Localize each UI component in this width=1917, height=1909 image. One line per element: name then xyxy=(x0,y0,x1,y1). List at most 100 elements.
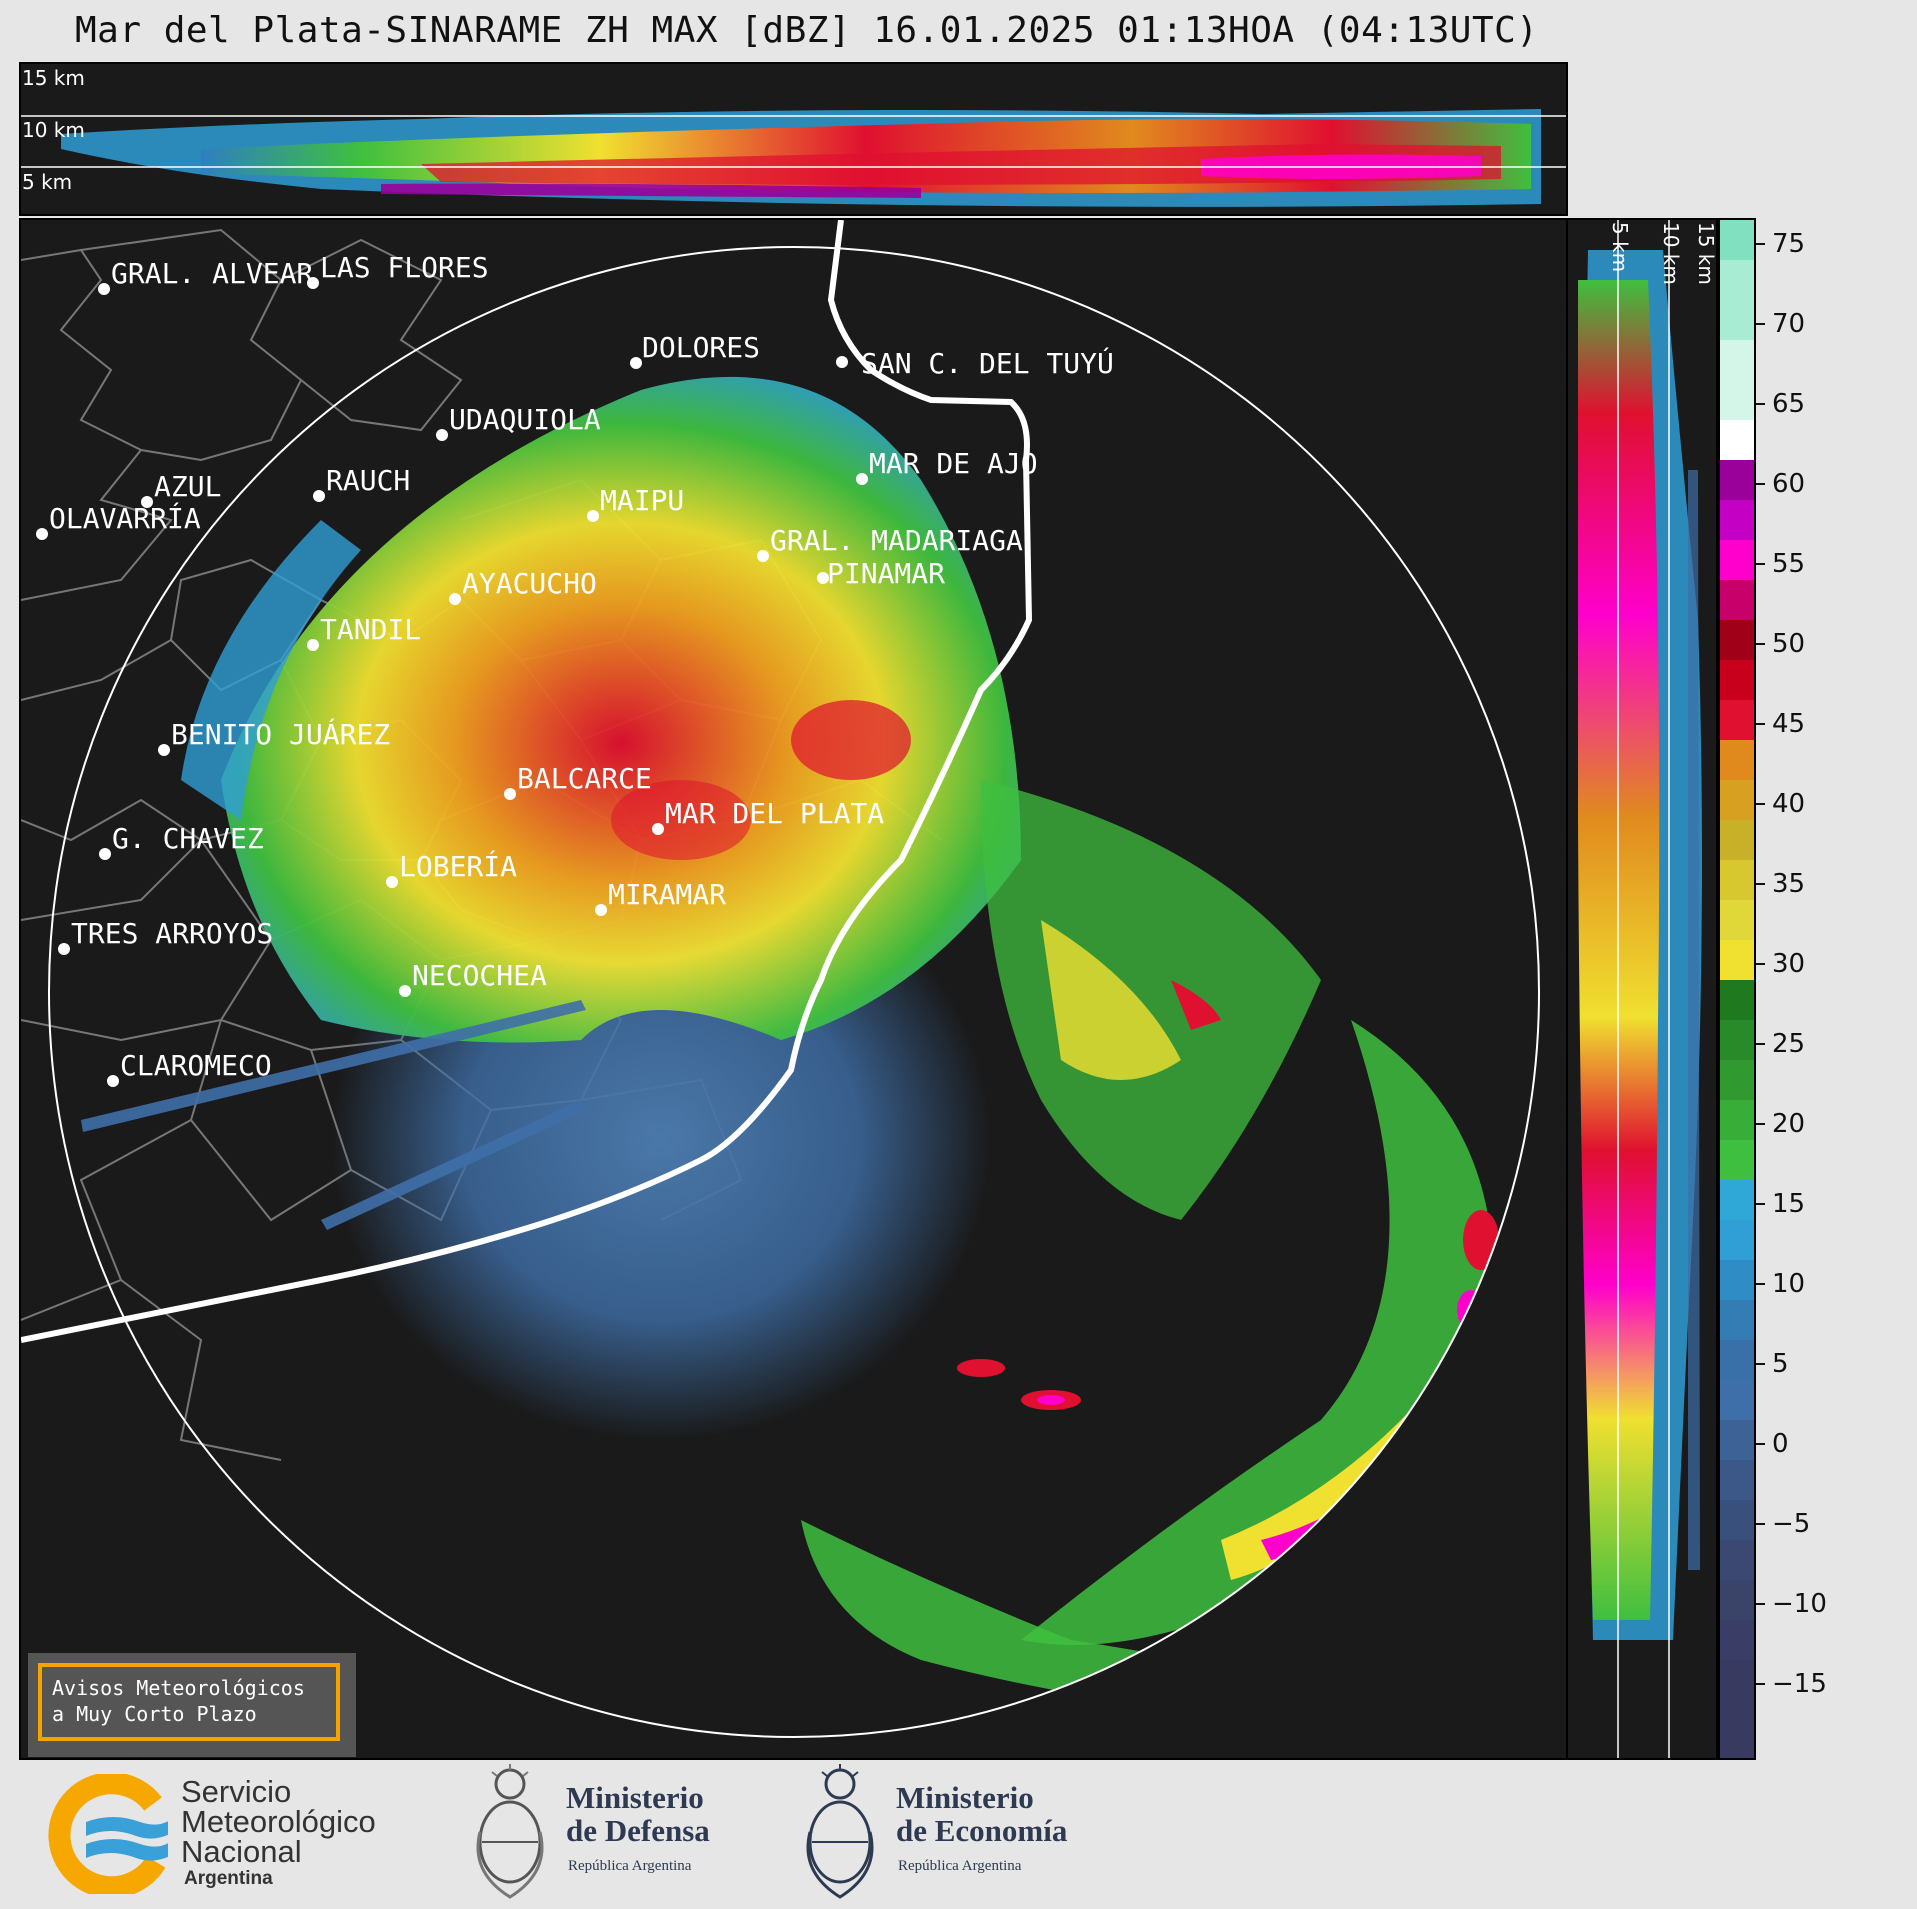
side-alt-label-10: 10 km xyxy=(1659,222,1683,285)
city-dot xyxy=(58,943,70,955)
colorbar-scale xyxy=(1720,220,1754,1758)
side-alt-label-5: 5 km xyxy=(1608,222,1632,273)
top-cross-section-panel: 15 km 10 km 5 km xyxy=(19,62,1568,216)
city-label: TRES ARROYOS xyxy=(71,917,274,950)
city-label: LAS FLORES xyxy=(320,251,489,284)
city-dot xyxy=(504,788,516,800)
city-label: AZUL xyxy=(154,470,222,503)
colorbar-tick: 65 xyxy=(1756,389,1816,419)
side-cross-section-echo xyxy=(1578,220,1702,1758)
smn-line-3: Nacional xyxy=(181,1834,302,1869)
city-label: CLAROMECO xyxy=(120,1049,272,1082)
defensa-line-2: de Defensa xyxy=(566,1813,710,1848)
city-label: NECOCHEA xyxy=(412,959,547,992)
city-dot xyxy=(36,528,48,540)
colorbar-tick: 35 xyxy=(1756,869,1816,899)
city-label: GRAL. ALVEAR xyxy=(111,257,314,290)
smn-line-1: Servicio xyxy=(181,1774,292,1809)
economia-line-1: Ministerio xyxy=(896,1780,1034,1815)
city-dot xyxy=(313,490,325,502)
city-label: GRAL. MADARIAGA xyxy=(770,524,1023,557)
city-label: SAN C. DEL TUYÚ xyxy=(861,347,1114,380)
city-dot xyxy=(436,429,448,441)
city-label: RAUCH xyxy=(326,464,411,497)
city-label: AYACUCHO xyxy=(462,567,597,600)
colorbar-tick: 50 xyxy=(1756,629,1816,659)
dbz-colorbar xyxy=(1718,218,1756,1760)
smn-logo-icon xyxy=(48,1774,168,1894)
top-alt-label-5: 5 km xyxy=(22,170,73,194)
city-label: LOBERÍA xyxy=(399,850,518,883)
city-label: TANDIL xyxy=(320,613,422,646)
coastline xyxy=(21,220,1033,1343)
alert-line-2: a Muy Corto Plazo xyxy=(52,1702,257,1726)
colorbar-tick: 75 xyxy=(1756,229,1816,259)
city-dot xyxy=(587,510,599,522)
colorbar-tick: 45 xyxy=(1756,709,1816,739)
city-dot xyxy=(107,1075,119,1087)
defensa-sub: República Argentina xyxy=(568,1858,692,1874)
top-alt-label-15: 15 km xyxy=(22,66,85,90)
city-label: BALCARCE xyxy=(517,762,652,795)
alert-line-1: Avisos Meteorológicos xyxy=(52,1676,305,1700)
colorbar-tick: 15 xyxy=(1756,1189,1816,1219)
colorbar-tick: 55 xyxy=(1756,549,1816,579)
argentina-coat-of-arms-icon xyxy=(806,1764,874,1899)
colorbar-tick: 10 xyxy=(1756,1269,1816,1299)
alert-box[interactable]: Avisos Meteorológicos a Muy Corto Plazo xyxy=(28,1653,356,1757)
city-dot xyxy=(399,985,411,997)
colorbar-tick: 70 xyxy=(1756,309,1816,339)
city-dot xyxy=(386,876,398,888)
side-cross-section-panel: 5 km 10 km 15 km xyxy=(1568,218,1718,1760)
city-label: G. CHAVEZ xyxy=(112,822,264,855)
city-dot xyxy=(757,550,769,562)
radar-map[interactable]: GRAL. ALVEAR LAS FLORES DOLORES SAN C. D… xyxy=(19,218,1568,1760)
side-alt-label-15: 15 km xyxy=(1694,222,1718,285)
smn-line-2: Meteorológico xyxy=(181,1804,376,1839)
city-dot xyxy=(652,823,664,835)
radar-echo-layer xyxy=(21,220,1540,1738)
city-dot xyxy=(307,277,319,289)
colorbar-tick: 40 xyxy=(1756,789,1816,819)
alert-box-frame: Avisos Meteorológicos a Muy Corto Plazo xyxy=(38,1663,340,1741)
argentina-coat-of-arms-icon xyxy=(476,1764,544,1899)
economia-sub: República Argentina xyxy=(898,1858,1022,1874)
colorbar-tick: −5 xyxy=(1756,1509,1816,1539)
footer-logos: Servicio Meteorológico Nacional Argentin… xyxy=(0,1762,1917,1909)
city-dot xyxy=(595,904,607,916)
map-title: Mar del Plata-SINARAME ZH MAX [dBZ] 16.0… xyxy=(75,10,1539,51)
city-dot xyxy=(449,593,461,605)
colorbar-tick: 0 xyxy=(1756,1429,1816,1459)
city-dot xyxy=(98,283,110,295)
city-dot xyxy=(630,357,642,369)
city-dot xyxy=(856,473,868,485)
city-label: PINAMAR xyxy=(827,557,946,590)
smn-line-4: Argentina xyxy=(184,1868,273,1889)
city-dot xyxy=(307,639,319,651)
city-dot xyxy=(817,572,829,584)
colorbar-tick: 30 xyxy=(1756,949,1816,979)
top-alt-label-10: 10 km xyxy=(22,118,85,142)
colorbar-tick: −15 xyxy=(1756,1669,1827,1699)
city-dot xyxy=(99,848,111,860)
range-ring xyxy=(48,246,1540,1738)
city-dot xyxy=(836,356,848,368)
city-label: OLAVARRÍA xyxy=(49,502,201,535)
colorbar-tick: 25 xyxy=(1756,1029,1816,1059)
city-label: MAR DEL PLATA xyxy=(665,797,885,830)
city-dot xyxy=(141,496,153,508)
colorbar-tick: 20 xyxy=(1756,1109,1816,1139)
city-label: MAR DE AJO xyxy=(869,447,1038,480)
city-label: BENITO JUÁREZ xyxy=(171,718,391,751)
economia-line-2: de Economía xyxy=(896,1813,1068,1848)
city-label: MIRAMAR xyxy=(608,878,727,911)
city-label: MAIPU xyxy=(600,484,685,517)
city-dot xyxy=(158,744,170,756)
city-label: DOLORES xyxy=(642,331,761,364)
colorbar-tick: 5 xyxy=(1756,1349,1816,1379)
defensa-line-1: Ministerio xyxy=(566,1780,704,1815)
city-label: UDAQUIOLA xyxy=(449,403,601,436)
colorbar-tick: −10 xyxy=(1756,1589,1827,1619)
top-cross-section-echo xyxy=(21,109,1566,207)
colorbar-tick: 60 xyxy=(1756,469,1816,499)
